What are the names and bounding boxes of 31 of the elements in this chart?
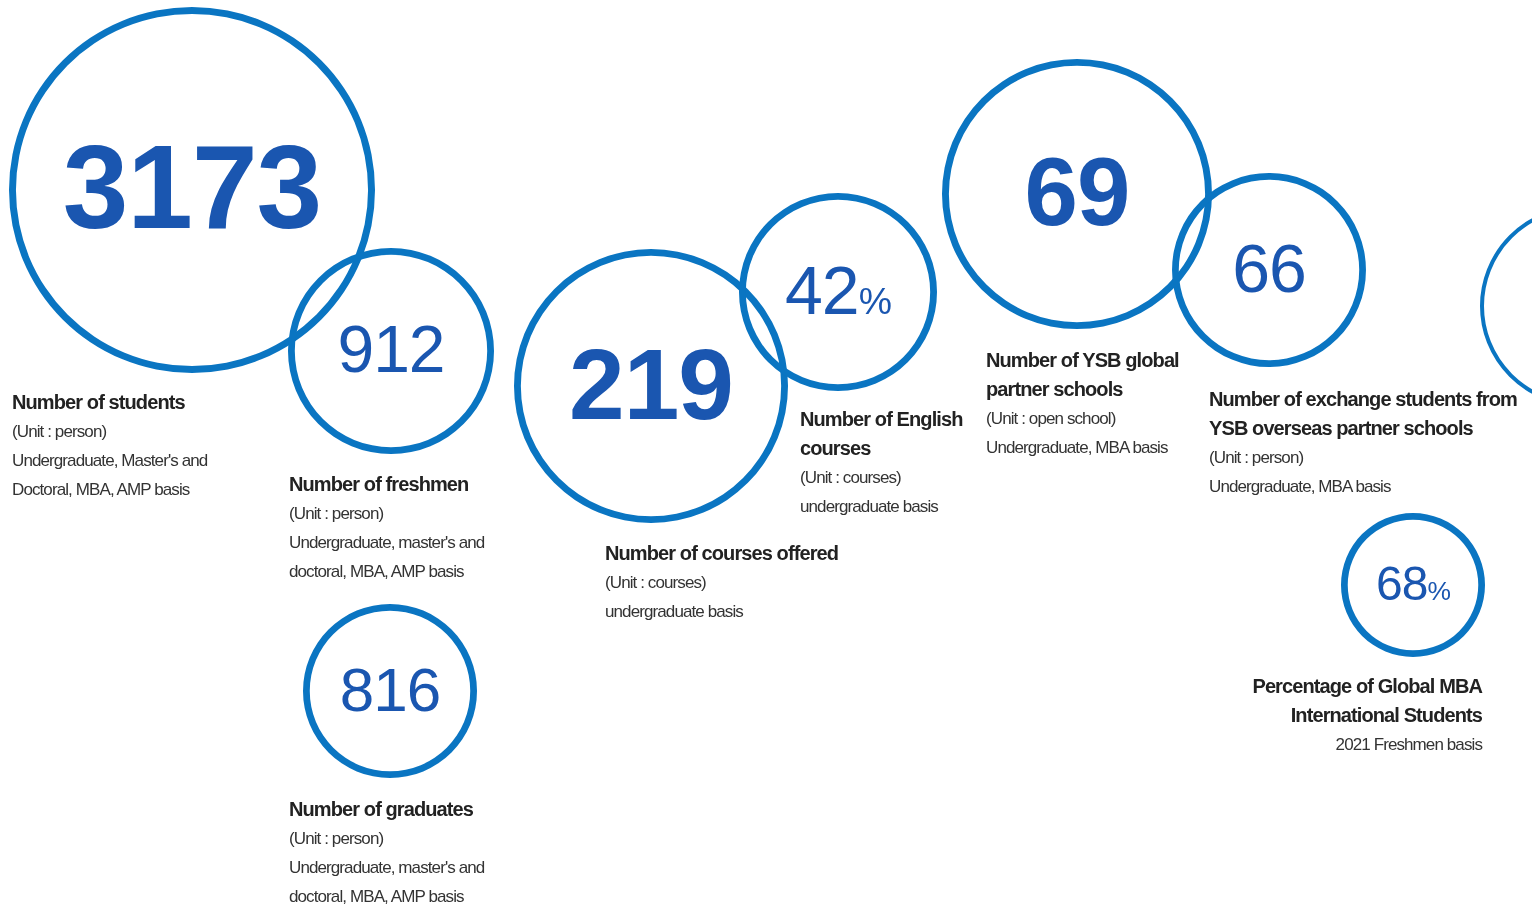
text: Number of graduates <box>289 797 475 822</box>
text: (Unit : person) <box>12 421 108 443</box>
text: (Unit : person) <box>289 828 385 850</box>
data-label: 69 <box>1023 137 1131 248</box>
text: (Unit : person) <box>289 503 385 525</box>
text: undergraduate basis <box>605 601 744 623</box>
data-label: 816 <box>338 653 442 726</box>
text: undergraduate basis <box>800 496 939 518</box>
text: Number of English courses <box>800 407 964 461</box>
data-label: 42% <box>784 250 892 330</box>
data-label: 68% <box>1375 556 1451 613</box>
text: Percentage of Global MBA International Students <box>1251 674 1482 728</box>
text: Number of YSB global partner schools <box>986 348 1180 402</box>
text: (Unit : person) <box>1209 447 1305 469</box>
text: Undergraduate, Master's and Doctoral, MBA, AMP basis <box>12 450 209 501</box>
data-label: 219 <box>569 328 733 440</box>
text: (Unit : courses) <box>800 467 902 489</box>
data-label: 3173 <box>61 119 323 255</box>
text: Undergraduate, MBA basis <box>986 437 1169 459</box>
text: Undergraduate, master's and doctoral, MBA, AMP basis <box>289 532 486 583</box>
text: (Unit : courses) <box>605 572 707 594</box>
data-label: 912 <box>336 311 446 389</box>
text: Number of freshmen <box>289 472 470 497</box>
text: 2021 Freshmen basis <box>1334 734 1482 756</box>
text: Number of exchange students from YSB overseas partner schools <box>1209 387 1518 441</box>
text: Undergraduate, MBA basis <box>1209 476 1392 498</box>
text: Undergraduate, master's and doctoral, MBA, AMP basis <box>289 857 486 906</box>
text: Number of students <box>12 390 186 415</box>
data-label: 66 <box>1231 228 1307 308</box>
text: Number of courses offered <box>605 541 840 566</box>
text: (Unit : open school) <box>986 408 1117 430</box>
